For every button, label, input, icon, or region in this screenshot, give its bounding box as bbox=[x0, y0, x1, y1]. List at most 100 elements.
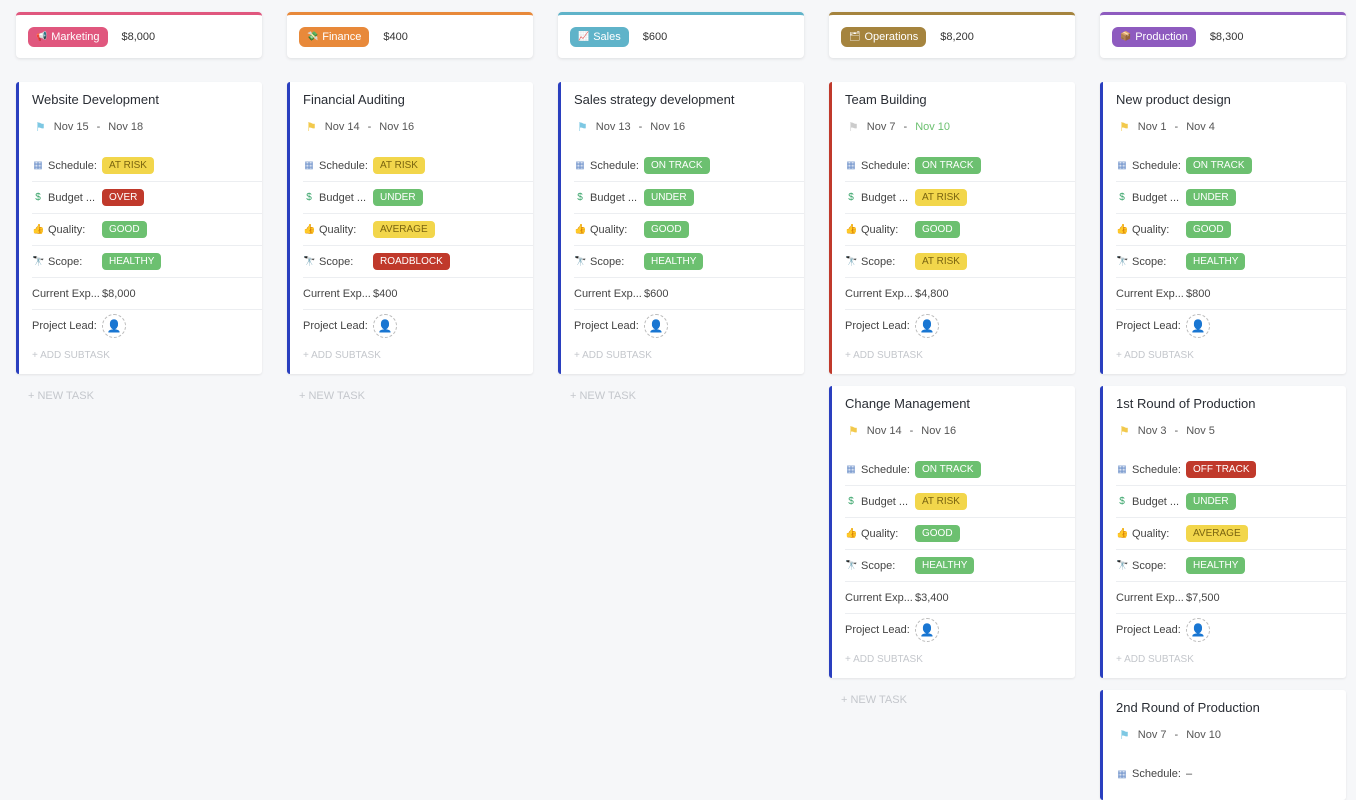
quality-status[interactable]: GOOD bbox=[644, 221, 689, 238]
schedule-status[interactable]: – bbox=[1186, 768, 1193, 780]
add-subtask-button[interactable]: + ADD SUBTASK bbox=[32, 349, 110, 361]
add-assignee-icon[interactable]: 👤 bbox=[1186, 314, 1210, 338]
add-assignee-icon[interactable]: 👤 bbox=[915, 314, 939, 338]
scope-status[interactable]: AT RISK bbox=[915, 253, 967, 270]
field-label: $ Budget ... bbox=[1116, 496, 1186, 508]
expense-value[interactable]: $400 bbox=[373, 287, 398, 300]
field-quality: 👍 Quality: GOOD bbox=[1116, 214, 1346, 246]
expense-value[interactable]: $3,400 bbox=[915, 591, 949, 604]
quality-status[interactable]: GOOD bbox=[915, 525, 960, 542]
budget-status[interactable]: UNDER bbox=[373, 189, 423, 206]
new-task-button[interactable]: + NEW TASK bbox=[28, 390, 94, 402]
flag-icon[interactable]: ⚑ bbox=[1119, 120, 1130, 134]
add-assignee-icon[interactable]: 👤 bbox=[915, 618, 939, 642]
group-badge[interactable]: 📦 Production bbox=[1112, 26, 1196, 47]
add-assignee-icon[interactable]: 👤 bbox=[644, 314, 668, 338]
budget-status[interactable]: UNDER bbox=[644, 189, 694, 206]
quality-status[interactable]: AVERAGE bbox=[373, 221, 435, 238]
scope-status[interactable]: HEALTHY bbox=[102, 253, 162, 270]
task-card[interactable]: New product design ⚑ Nov 1- Nov 4 ▦ Schedule:… bbox=[1100, 82, 1346, 374]
new-task-button[interactable]: + NEW TASK bbox=[841, 694, 907, 706]
group-badge[interactable]: 🗂 Operations bbox=[841, 26, 927, 47]
add-subtask-button[interactable]: + ADD SUBTASK bbox=[1116, 349, 1194, 361]
add-subtask-button[interactable]: + ADD SUBTASK bbox=[1116, 653, 1194, 665]
task-card[interactable]: Financial Auditing ⚑ Nov 14- Nov 16 ▦ Schedul… bbox=[287, 82, 533, 374]
add-subtask-button[interactable]: + ADD SUBTASK bbox=[845, 653, 923, 665]
group-badge[interactable]: 📢 Marketing bbox=[28, 26, 108, 47]
flag-icon[interactable]: ⚑ bbox=[1119, 728, 1130, 742]
task-title[interactable]: Website Development bbox=[32, 92, 159, 107]
budget-status[interactable]: UNDER bbox=[1186, 493, 1236, 510]
budget-status[interactable]: OVER bbox=[102, 189, 145, 206]
schedule-status[interactable]: ON TRACK bbox=[915, 461, 981, 478]
add-assignee-icon[interactable]: 👤 bbox=[1186, 618, 1210, 642]
task-card[interactable]: Change Management ⚑ Nov 14- Nov 16 ▦ Schedule… bbox=[829, 386, 1075, 678]
task-card[interactable]: Team Building ⚑ Nov 7- Nov 10 ▦ Schedule: ON T… bbox=[829, 82, 1075, 374]
task-dates[interactable]: ⚑ Nov 3- Nov 5 bbox=[1116, 416, 1346, 446]
group-badge[interactable]: 💸 Finance bbox=[299, 26, 370, 47]
field-project-lead: Project Lead: 👤 bbox=[845, 310, 1075, 342]
thumbs-up-icon: 👍 bbox=[845, 224, 858, 235]
new-task-button[interactable]: + NEW TASK bbox=[299, 390, 365, 402]
task-dates[interactable]: ⚑ Nov 14- Nov 16 bbox=[303, 112, 533, 142]
schedule-status[interactable]: ON TRACK bbox=[644, 157, 710, 174]
task-title[interactable]: 2nd Round of Production bbox=[1116, 700, 1260, 715]
expense-value[interactable]: $600 bbox=[644, 287, 669, 300]
expense-value[interactable]: $800 bbox=[1186, 287, 1211, 300]
expense-value[interactable]: $8,000 bbox=[102, 287, 136, 300]
task-card[interactable]: Website Development ⚑ Nov 15- Nov 18 ▦ Schedu… bbox=[16, 82, 262, 374]
flag-icon[interactable]: ⚑ bbox=[35, 120, 46, 134]
task-dates[interactable]: ⚑ Nov 1- Nov 4 bbox=[1116, 112, 1346, 142]
scope-status[interactable]: HEALTHY bbox=[644, 253, 704, 270]
task-dates[interactable]: ⚑ Nov 15- Nov 18 bbox=[32, 112, 262, 142]
quality-status[interactable]: GOOD bbox=[915, 221, 960, 238]
flag-icon[interactable]: ⚑ bbox=[848, 424, 859, 438]
task-dates[interactable]: ⚑ Nov 13- Nov 16 bbox=[574, 112, 804, 142]
schedule-status[interactable]: ON TRACK bbox=[1186, 157, 1252, 174]
field-label-text: Quality: bbox=[590, 223, 628, 236]
column-marketing: 📢 Marketing $8,000 Website Development ⚑ Nov … bbox=[16, 12, 262, 402]
task-card[interactable]: 1st Round of Production ⚑ Nov 3- Nov 5 ▦ Sche… bbox=[1100, 386, 1346, 678]
task-title[interactable]: Financial Auditing bbox=[303, 92, 405, 107]
schedule-status[interactable]: AT RISK bbox=[102, 157, 154, 174]
quality-status[interactable]: GOOD bbox=[102, 221, 147, 238]
task-dates[interactable]: ⚑ Nov 7- Nov 10 bbox=[845, 112, 1075, 142]
task-title[interactable]: Team Building bbox=[845, 92, 927, 107]
add-subtask-button[interactable]: + ADD SUBTASK bbox=[303, 349, 381, 361]
quality-status[interactable]: GOOD bbox=[1186, 221, 1231, 238]
schedule-status[interactable]: AT RISK bbox=[373, 157, 425, 174]
add-assignee-icon[interactable]: 👤 bbox=[373, 314, 397, 338]
budget-status[interactable]: UNDER bbox=[1186, 189, 1236, 206]
group-badge[interactable]: 📈 Sales bbox=[570, 26, 629, 47]
task-title[interactable]: New product design bbox=[1116, 92, 1231, 107]
task-card[interactable]: 2nd Round of Production ⚑ Nov 7- Nov 10 ▦ Sch… bbox=[1100, 690, 1346, 800]
task-dates[interactable]: ⚑ Nov 14- Nov 16 bbox=[845, 416, 1075, 446]
expense-value[interactable]: $4,800 bbox=[915, 287, 949, 300]
task-card[interactable]: Sales strategy development ⚑ Nov 13- Nov 16… bbox=[558, 82, 804, 374]
flag-icon[interactable]: ⚑ bbox=[1119, 424, 1130, 438]
quality-status[interactable]: AVERAGE bbox=[1186, 525, 1248, 542]
budget-status[interactable]: AT RISK bbox=[915, 189, 967, 206]
budget-status[interactable]: AT RISK bbox=[915, 493, 967, 510]
add-subtask-button[interactable]: + ADD SUBTASK bbox=[845, 349, 923, 361]
scope-status[interactable]: HEALTHY bbox=[1186, 253, 1246, 270]
schedule-status[interactable]: OFF TRACK bbox=[1186, 461, 1257, 478]
schedule-status[interactable]: ON TRACK bbox=[915, 157, 981, 174]
flag-icon[interactable]: ⚑ bbox=[577, 120, 588, 134]
flag-icon[interactable]: ⚑ bbox=[848, 120, 859, 134]
task-title[interactable]: 1st Round of Production bbox=[1116, 396, 1256, 411]
thumbs-up-icon: 👍 bbox=[1116, 224, 1129, 235]
field-label: 👍 Quality: bbox=[1116, 224, 1186, 236]
new-task-button[interactable]: + NEW TASK bbox=[570, 390, 636, 402]
task-title[interactable]: Sales strategy development bbox=[574, 92, 735, 107]
end-date: Nov 16 bbox=[379, 121, 415, 133]
scope-status[interactable]: HEALTHY bbox=[1186, 557, 1246, 574]
add-assignee-icon[interactable]: 👤 bbox=[102, 314, 126, 338]
expense-value[interactable]: $7,500 bbox=[1186, 591, 1220, 604]
task-title[interactable]: Change Management bbox=[845, 396, 971, 411]
flag-icon[interactable]: ⚑ bbox=[306, 120, 317, 134]
task-dates[interactable]: ⚑ Nov 7- Nov 10 bbox=[1116, 720, 1346, 750]
scope-status[interactable]: ROADBLOCK bbox=[373, 253, 450, 270]
scope-status[interactable]: HEALTHY bbox=[915, 557, 975, 574]
add-subtask-button[interactable]: + ADD SUBTASK bbox=[574, 349, 652, 361]
